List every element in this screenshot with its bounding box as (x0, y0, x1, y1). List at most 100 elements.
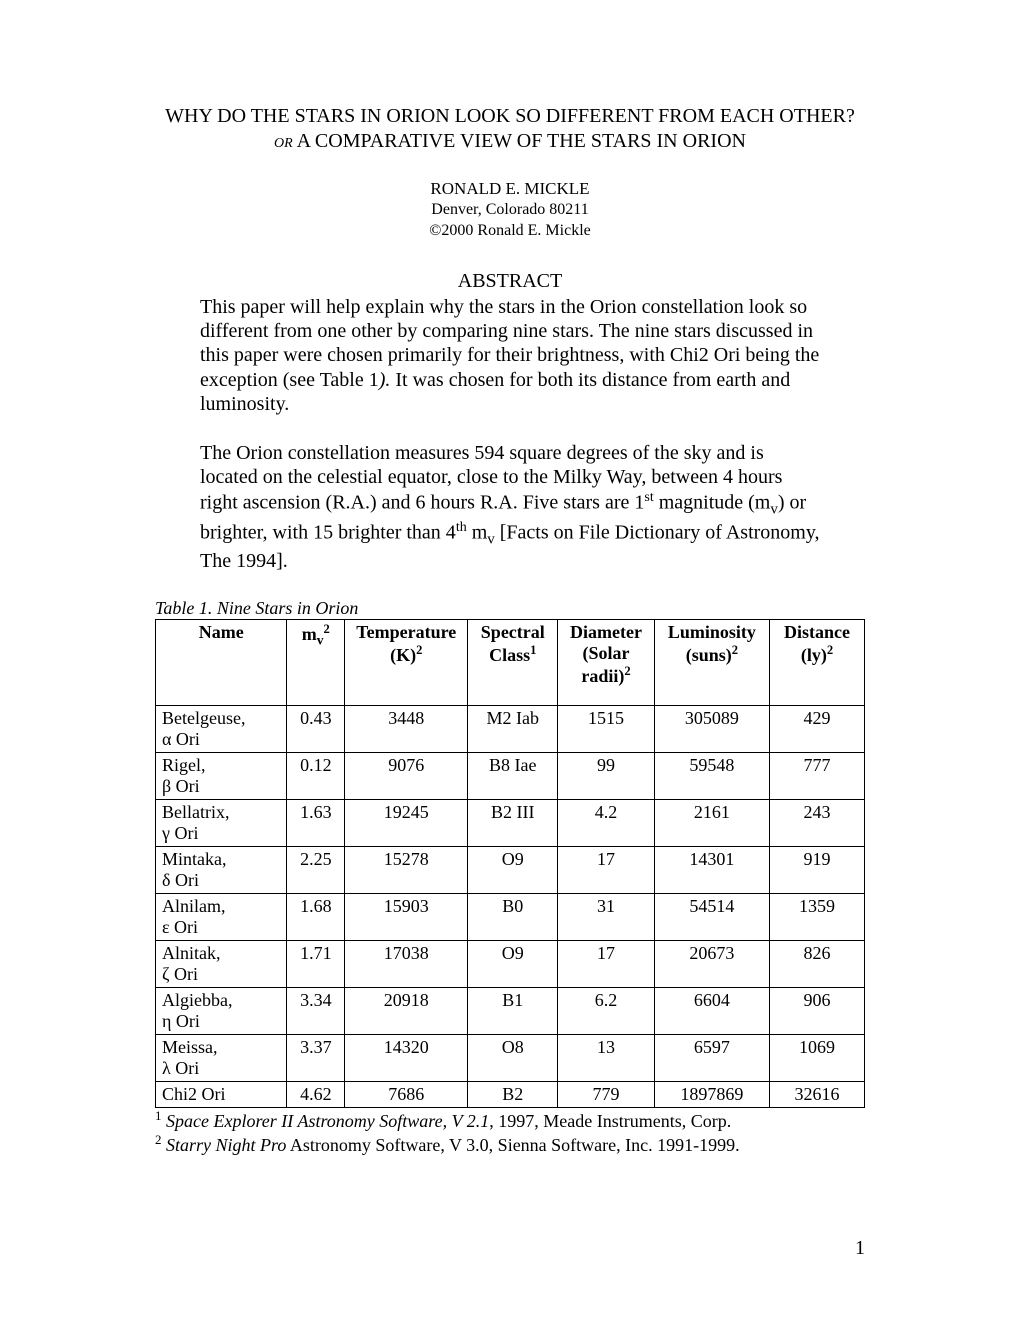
cell-spec: O8 (468, 1034, 558, 1081)
subtitle-or: OR (274, 136, 293, 151)
cell-mv: 1.68 (287, 893, 345, 940)
table-row: Rigel,β Ori0.129076B8 Iae9959548777 (156, 752, 865, 799)
table-row: Chi2 Ori4.627686B2779189786932616 (156, 1081, 865, 1107)
cell-dist: 32616 (770, 1081, 865, 1107)
title: WHY DO THE STARS IN ORION LOOK SO DIFFER… (155, 105, 865, 128)
sup-th: th (456, 520, 467, 535)
page: WHY DO THE STARS IN ORION LOOK SO DIFFER… (0, 0, 1020, 1320)
cell-lum: 59548 (654, 752, 769, 799)
cell-temp: 3448 (345, 705, 468, 752)
author-name: RONALD E. MICKLE (155, 178, 865, 200)
author-copyright: ©2000 Ronald E. Mickle (155, 221, 865, 242)
cell-spec: B1 (468, 987, 558, 1034)
cell-name: Chi2 Ori (156, 1081, 287, 1107)
cell-spec: M2 Iab (468, 705, 558, 752)
cell-diam: 1515 (558, 705, 654, 752)
col-temperature: Temperature (K)2 (345, 619, 468, 705)
subtitle: OR A COMPARATIVE VIEW OF THE STARS IN OR… (155, 130, 865, 153)
table-row: Mintaka,δ Ori2.2515278O91714301919 (156, 846, 865, 893)
cell-diam: 17 (558, 940, 654, 987)
abstract-p2-d: m (467, 522, 488, 544)
stars-table: Name mv2 Temperature (K)2 Spectral Class… (155, 619, 865, 1108)
cell-diam: 13 (558, 1034, 654, 1081)
cell-spec: O9 (468, 940, 558, 987)
cell-dist: 1359 (770, 893, 865, 940)
col-spectral: Spectral Class1 (468, 619, 558, 705)
cell-lum: 54514 (654, 893, 769, 940)
cell-temp: 20918 (345, 987, 468, 1034)
footnotes: 1 Space Explorer II Astronomy Software, … (155, 1108, 865, 1157)
cell-lum: 2161 (654, 799, 769, 846)
cell-name: Alnilam,ε Ori (156, 893, 287, 940)
cell-mv: 4.62 (287, 1081, 345, 1107)
cell-diam: 4.2 (558, 799, 654, 846)
author-block: RONALD E. MICKLE Denver, Colorado 80211 … (155, 178, 865, 242)
cell-temp: 9076 (345, 752, 468, 799)
col-luminosity: Luminosity (suns)2 (654, 619, 769, 705)
cell-name: Mintaka,δ Ori (156, 846, 287, 893)
cell-spec: O9 (468, 846, 558, 893)
cell-diam: 17 (558, 846, 654, 893)
author-location: Denver, Colorado 80211 (155, 200, 865, 221)
cell-dist: 826 (770, 940, 865, 987)
cell-name: Algiebba,η Ori (156, 987, 287, 1034)
cell-lum: 6597 (654, 1034, 769, 1081)
cell-spec: B8 Iae (468, 752, 558, 799)
cell-mv: 0.12 (287, 752, 345, 799)
cell-name: Meissa,λ Ori (156, 1034, 287, 1081)
table-row: Betelgeuse,α Ori0.433448M2 Iab1515305089… (156, 705, 865, 752)
cell-diam: 779 (558, 1081, 654, 1107)
footnote-1: 1 Space Explorer II Astronomy Software, … (155, 1108, 865, 1133)
cell-mv: 1.63 (287, 799, 345, 846)
cell-lum: 14301 (654, 846, 769, 893)
cell-mv: 1.71 (287, 940, 345, 987)
table-row: Bellatrix,γ Ori1.6319245B2 III4.22161243 (156, 799, 865, 846)
sub-v-2: v (487, 532, 495, 548)
cell-temp: 15903 (345, 893, 468, 940)
cell-lum: 6604 (654, 987, 769, 1034)
table-row: Algiebba,η Ori3.3420918B16.26604906 (156, 987, 865, 1034)
cell-dist: 919 (770, 846, 865, 893)
cell-mv: 0.43 (287, 705, 345, 752)
cell-mv: 3.37 (287, 1034, 345, 1081)
cell-dist: 1069 (770, 1034, 865, 1081)
cell-dist: 906 (770, 987, 865, 1034)
page-number: 1 (855, 1237, 865, 1260)
cell-name: Bellatrix,γ Ori (156, 799, 287, 846)
cell-name: Betelgeuse,α Ori (156, 705, 287, 752)
abstract-paragraph-1: This paper will help explain why the sta… (155, 295, 865, 417)
table-body: Betelgeuse,α Ori0.433448M2 Iab1515305089… (156, 705, 865, 1107)
cell-temp: 14320 (345, 1034, 468, 1081)
cell-diam: 31 (558, 893, 654, 940)
col-mv: mv2 (287, 619, 345, 705)
cell-spec: B0 (468, 893, 558, 940)
table-row: Alnilam,ε Ori1.6815903B031545141359 (156, 893, 865, 940)
cell-spec: B2 III (468, 799, 558, 846)
table-header-row: Name mv2 Temperature (K)2 Spectral Class… (156, 619, 865, 705)
abstract-paragraph-2: The Orion constellation measures 594 squ… (155, 441, 865, 574)
cell-temp: 19245 (345, 799, 468, 846)
col-diameter: Diameter (Solar radii)2 (558, 619, 654, 705)
cell-diam: 6.2 (558, 987, 654, 1034)
abstract-p2-b: magnitude (m (654, 492, 771, 514)
sup-st: st (644, 490, 653, 505)
cell-name: Rigel,β Ori (156, 752, 287, 799)
cell-name: Alnitak,ζ Ori (156, 940, 287, 987)
cell-dist: 243 (770, 799, 865, 846)
cell-mv: 3.34 (287, 987, 345, 1034)
col-name: Name (156, 619, 287, 705)
cell-mv: 2.25 (287, 846, 345, 893)
table-row: Meissa,λ Ori3.3714320O81365971069 (156, 1034, 865, 1081)
subtitle-rest: A COMPARATIVE VIEW OF THE STARS IN ORION (293, 130, 746, 152)
cell-temp: 15278 (345, 846, 468, 893)
cell-lum: 305089 (654, 705, 769, 752)
cell-dist: 429 (770, 705, 865, 752)
footnote-2: 2 Starry Night Pro Astronomy Software, V… (155, 1132, 865, 1157)
cell-diam: 99 (558, 752, 654, 799)
cell-temp: 17038 (345, 940, 468, 987)
cell-temp: 7686 (345, 1081, 468, 1107)
table-caption: Table 1. Nine Stars in Orion (155, 598, 865, 619)
cell-lum: 20673 (654, 940, 769, 987)
cell-lum: 1897869 (654, 1081, 769, 1107)
cell-spec: B2 (468, 1081, 558, 1107)
